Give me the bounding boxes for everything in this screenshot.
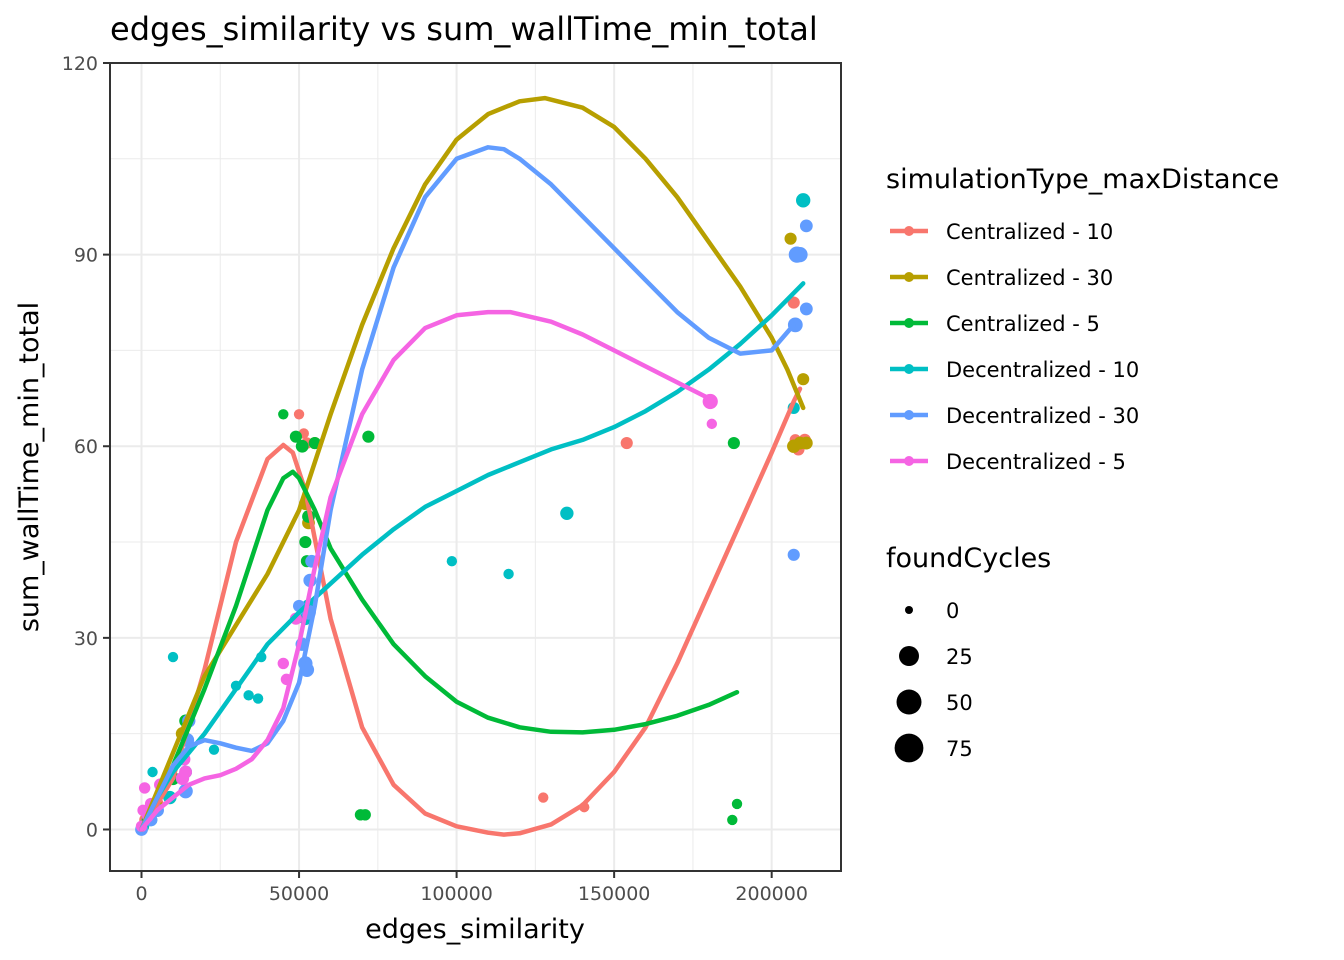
data-point <box>299 535 312 549</box>
color-legend-items: Centralized - 10 Centralized - 30 Centrali… <box>890 220 1139 474</box>
data-point <box>560 506 574 520</box>
legend-label: Centralized - 5 <box>946 312 1100 336</box>
legend-label: Centralized - 10 <box>946 220 1113 244</box>
size-legend-key <box>896 689 922 715</box>
size-legend-title: foundCycles <box>886 543 1051 574</box>
legend-label: Decentralized - 5 <box>946 450 1126 474</box>
data-point <box>147 766 158 778</box>
plot-border <box>109 62 842 872</box>
smooth-line <box>139 145 796 832</box>
data-point <box>787 296 800 309</box>
data-point <box>799 302 813 316</box>
data-point <box>727 436 740 450</box>
x-tick-label: 0 <box>135 883 147 905</box>
data-point <box>796 193 811 208</box>
size-legend-key <box>899 646 919 666</box>
smooth-line <box>139 309 711 832</box>
data-point <box>252 693 264 704</box>
size-legend-label: 50 <box>946 691 973 715</box>
data-point <box>797 373 810 386</box>
data-point <box>289 430 302 443</box>
legend: simulationType_maxDistance Centralized -… <box>886 164 1279 763</box>
size-legend-label: 0 <box>946 599 959 623</box>
legend-label: Decentralized - 30 <box>946 404 1139 428</box>
data-point <box>446 556 458 567</box>
size-legend-label: 75 <box>946 737 973 761</box>
data-point <box>787 548 800 561</box>
legend-label: Centralized - 30 <box>946 266 1113 290</box>
data-point <box>179 765 193 779</box>
smooth-line <box>139 281 806 832</box>
smooth-line <box>139 469 740 832</box>
smooth-line <box>139 386 803 837</box>
legend-key-point <box>904 364 914 374</box>
plot-panel <box>110 63 841 871</box>
data-point <box>208 744 220 755</box>
data-point <box>727 814 738 826</box>
x-tick-label: 50000 <box>269 883 329 905</box>
data-point <box>503 568 514 580</box>
legend-label: Decentralized - 10 <box>946 358 1139 382</box>
y-tick-label: 0 <box>86 819 98 841</box>
data-point <box>784 232 797 245</box>
data-point <box>359 809 371 821</box>
x-tick-label: 100000 <box>420 883 493 905</box>
data-point <box>799 436 813 450</box>
x-axis: 0 50000 100000 150000 200000 <box>135 871 808 905</box>
y-axis: 0 30 60 90 120 <box>62 53 110 841</box>
grid-minor <box>110 63 841 871</box>
data-point <box>293 409 305 420</box>
x-axis-title: edges_similarity <box>365 914 585 945</box>
data-point <box>731 798 743 810</box>
y-tick-label: 30 <box>74 628 98 650</box>
y-tick-label: 120 <box>62 53 98 75</box>
data-point <box>138 782 151 794</box>
data-point <box>243 690 254 701</box>
legend-key-point <box>904 226 914 236</box>
legend-key-point <box>904 456 914 466</box>
y-tick-label: 90 <box>74 245 98 267</box>
size-legend-key <box>894 733 924 763</box>
legend-key-point <box>904 318 914 328</box>
smooth-lines <box>139 95 806 837</box>
x-tick-label: 200000 <box>735 883 808 905</box>
size-legend-label: 25 <box>946 645 973 669</box>
y-axis-title: sum_wallTime_min_total <box>14 302 45 632</box>
data-point <box>538 792 549 803</box>
legend-key-point <box>904 272 914 282</box>
data-point <box>278 409 289 420</box>
data-point <box>799 219 813 233</box>
chart-title: edges_similarity vs sum_wallTime_min_tot… <box>110 10 818 48</box>
data-point <box>295 439 309 453</box>
data-point <box>706 418 718 430</box>
data-point <box>792 247 808 263</box>
smooth-line <box>139 95 806 832</box>
legend-key-point <box>904 410 914 420</box>
size-legend-key <box>905 606 913 614</box>
data-point <box>620 436 633 450</box>
y-tick-label: 60 <box>74 436 98 458</box>
size-legend-items: 0 25 50 75 <box>894 599 973 763</box>
color-legend-title: simulationType_maxDistance <box>886 164 1279 195</box>
x-tick-label: 150000 <box>578 883 651 905</box>
data-point <box>362 430 375 443</box>
data-point <box>167 651 179 663</box>
data-point <box>277 657 289 670</box>
